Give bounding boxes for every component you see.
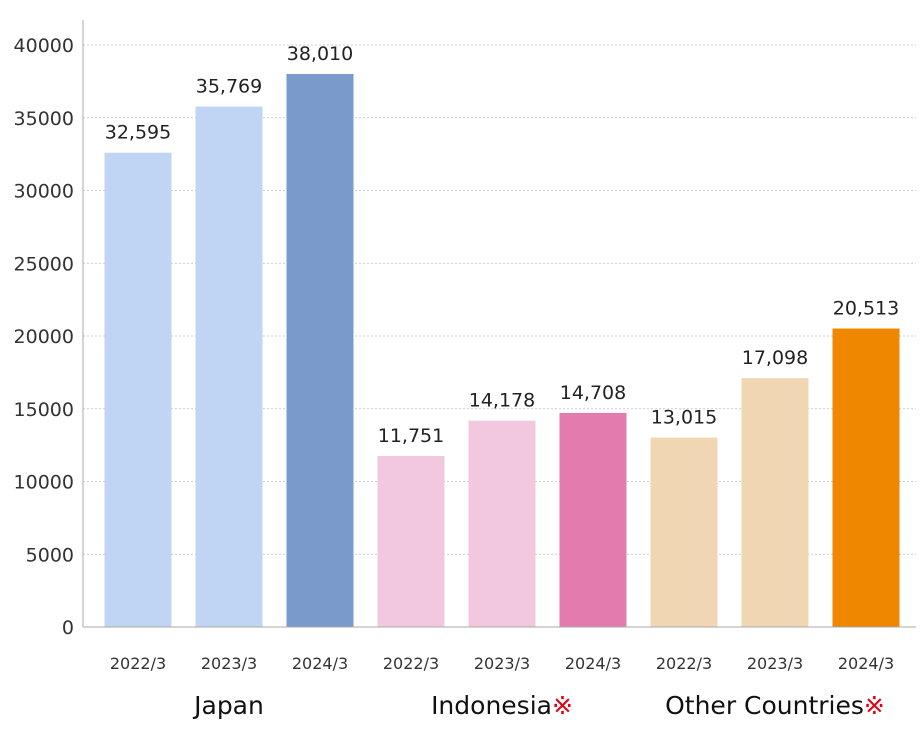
y-tick-label: 40000 bbox=[14, 35, 74, 57]
y-tick-label: 35000 bbox=[14, 108, 74, 130]
bar bbox=[650, 437, 718, 627]
x-tick-label: 2023/3 bbox=[474, 654, 530, 673]
data-labels: 32,595 35,769 38,010 11,751 14,178 14,708 13,0… bbox=[105, 43, 899, 447]
group-label: Other Countries※ bbox=[665, 691, 885, 720]
data-label: 13,015 bbox=[651, 407, 717, 429]
data-label: 38,010 bbox=[287, 43, 353, 65]
x-tick-label: 2024/3 bbox=[838, 654, 894, 673]
x-tick-label: 2022/3 bbox=[110, 654, 166, 673]
y-tick-label: 25000 bbox=[14, 253, 74, 275]
bar bbox=[286, 73, 354, 628]
group-name: Japan bbox=[192, 691, 264, 720]
data-label: 20,513 bbox=[833, 298, 899, 320]
bar bbox=[468, 420, 536, 627]
group-name: Indonesia bbox=[431, 691, 552, 720]
data-label: 17,098 bbox=[742, 347, 808, 369]
bar bbox=[741, 378, 809, 627]
y-tick-label: 15000 bbox=[14, 399, 74, 421]
y-tick-label: 5000 bbox=[26, 544, 74, 566]
bar bbox=[832, 328, 900, 627]
x-tick-label: 2022/3 bbox=[656, 654, 712, 673]
y-tick-label: 10000 bbox=[14, 472, 74, 494]
bar bbox=[104, 152, 172, 628]
y-tick-label: 0 bbox=[62, 617, 74, 639]
bar bbox=[195, 106, 263, 628]
x-tick-label: 2022/3 bbox=[383, 654, 439, 673]
x-tick-label: 2024/3 bbox=[292, 654, 348, 673]
x-tick-label: 2023/3 bbox=[747, 654, 803, 673]
data-label: 14,708 bbox=[560, 382, 626, 404]
y-tick-label: 20000 bbox=[14, 326, 74, 348]
group-name: Other Countries bbox=[665, 691, 864, 720]
x-axis-ticks: 2022/3 2023/3 2024/3 2022/3 2023/3 2024/3 2022… bbox=[110, 654, 894, 673]
group-label: Japan bbox=[192, 691, 264, 720]
note-mark: ※ bbox=[864, 691, 885, 720]
data-label: 11,751 bbox=[378, 425, 444, 447]
group-labels: Japan Indonesia※ Other Countries※ bbox=[192, 691, 885, 720]
data-label: 32,595 bbox=[105, 122, 171, 144]
y-axis-ticks: 0 5000 10000 15000 20000 25000 30000 35000 40000 bbox=[14, 35, 74, 639]
data-label: 35,769 bbox=[196, 76, 262, 98]
bars bbox=[104, 73, 900, 628]
data-label: 14,178 bbox=[469, 390, 535, 412]
bar bbox=[377, 456, 445, 627]
bar bbox=[559, 412, 627, 627]
x-tick-label: 2024/3 bbox=[565, 654, 621, 673]
group-label: Indonesia※ bbox=[431, 691, 573, 720]
y-tick-label: 30000 bbox=[14, 181, 74, 203]
note-mark: ※ bbox=[552, 691, 573, 720]
x-tick-label: 2023/3 bbox=[201, 654, 257, 673]
